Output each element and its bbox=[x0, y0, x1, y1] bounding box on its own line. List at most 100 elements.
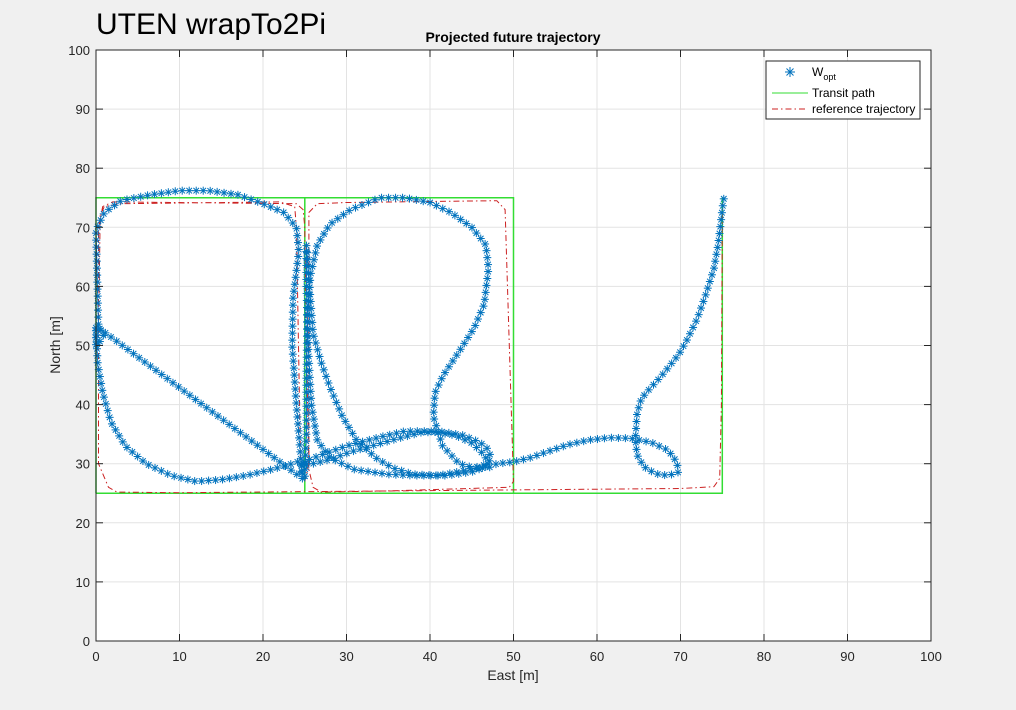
wopt-point bbox=[372, 454, 381, 463]
wopt-point bbox=[467, 327, 476, 336]
wopt-point bbox=[302, 241, 311, 250]
wopt-point bbox=[709, 264, 718, 273]
wopt-point bbox=[663, 364, 672, 373]
wopt-point bbox=[116, 197, 125, 206]
y-tick-label: 30 bbox=[76, 457, 90, 472]
wopt-point bbox=[667, 470, 676, 479]
legend-label-wopt: Wopt bbox=[812, 65, 836, 82]
wopt-point bbox=[539, 449, 548, 458]
wopt-point bbox=[292, 405, 301, 414]
wopt-point bbox=[288, 350, 297, 359]
wopt-point bbox=[302, 423, 311, 432]
wopt-point bbox=[631, 431, 640, 440]
wopt-point bbox=[289, 364, 298, 373]
wopt-point bbox=[670, 455, 679, 464]
wopt-point bbox=[607, 433, 616, 442]
wopt-point bbox=[183, 475, 192, 484]
wopt-point bbox=[292, 399, 301, 408]
wopt-point bbox=[647, 467, 656, 476]
wopt-point bbox=[247, 195, 256, 204]
wopt-point bbox=[289, 287, 298, 296]
wopt-point bbox=[170, 472, 179, 481]
wopt-point bbox=[118, 341, 127, 350]
wopt-point bbox=[308, 408, 317, 417]
wopt-point bbox=[104, 205, 113, 214]
wopt-point bbox=[246, 470, 255, 479]
wopt-point bbox=[307, 401, 316, 410]
wopt-point bbox=[667, 359, 676, 368]
wopt-point bbox=[168, 378, 177, 387]
wopt-point bbox=[483, 253, 492, 262]
wopt-point bbox=[289, 357, 298, 366]
wopt-point bbox=[190, 477, 199, 486]
wopt-point bbox=[369, 441, 378, 450]
legend-marker-wopt bbox=[785, 67, 795, 77]
wopt-point bbox=[648, 439, 657, 448]
wopt-point bbox=[225, 474, 234, 483]
wopt-point bbox=[292, 470, 301, 479]
wopt-point bbox=[441, 368, 450, 377]
wopt-point bbox=[438, 204, 447, 213]
wopt-point bbox=[288, 301, 297, 310]
wopt-point bbox=[230, 424, 239, 433]
wopt-point bbox=[328, 218, 337, 227]
wopt-point bbox=[171, 187, 180, 196]
wopt-point bbox=[432, 421, 441, 430]
wopt-point bbox=[303, 317, 312, 326]
wopt-point bbox=[258, 445, 267, 454]
wopt-point bbox=[357, 440, 366, 449]
wopt-point bbox=[174, 382, 183, 391]
wopt-point bbox=[633, 410, 642, 419]
wopt-point bbox=[546, 446, 555, 455]
x-tick-label: 50 bbox=[506, 649, 520, 664]
wopt-point bbox=[304, 262, 313, 271]
wopt-point bbox=[338, 443, 347, 452]
wopt-point bbox=[343, 462, 352, 471]
wopt-point bbox=[719, 194, 728, 203]
wopt-point bbox=[288, 322, 297, 331]
legend[interactable]: Wopt Transit path reference trajectory bbox=[765, 60, 921, 120]
wopt-point bbox=[290, 371, 299, 380]
wopt-point bbox=[403, 432, 412, 441]
wopt-point bbox=[288, 315, 297, 324]
wopt-point bbox=[253, 197, 262, 206]
wopt-point bbox=[99, 393, 108, 402]
wopt-point bbox=[177, 473, 186, 482]
wopt-point bbox=[316, 235, 325, 244]
wopt-point bbox=[430, 415, 439, 424]
wopt-point bbox=[144, 460, 153, 469]
wopt-point bbox=[532, 451, 541, 460]
wopt-point bbox=[471, 436, 480, 445]
wopt-point bbox=[112, 337, 121, 346]
wopt-point bbox=[204, 476, 213, 485]
wopt-point bbox=[289, 294, 298, 303]
wopt-point bbox=[430, 401, 439, 410]
wopt-point bbox=[213, 187, 222, 196]
wopt-point bbox=[107, 333, 116, 342]
wopt-point bbox=[293, 419, 302, 428]
wopt-point bbox=[384, 470, 393, 479]
wopt-point bbox=[711, 257, 720, 266]
wopt-point bbox=[452, 468, 461, 477]
wopt-point bbox=[98, 386, 107, 395]
wopt-point bbox=[482, 281, 491, 290]
wopt-point bbox=[637, 458, 646, 467]
wopt-point bbox=[323, 223, 332, 232]
wopt-point bbox=[451, 430, 460, 439]
wopt-point bbox=[288, 329, 297, 338]
wopt-point bbox=[713, 243, 722, 252]
wopt-point bbox=[614, 433, 623, 442]
wopt-point bbox=[305, 366, 314, 375]
y-tick-label: 90 bbox=[76, 102, 90, 117]
wopt-point bbox=[308, 325, 317, 334]
star-marker-icon bbox=[785, 67, 795, 77]
wopt-point bbox=[377, 193, 386, 202]
wopt-point bbox=[398, 193, 407, 202]
wopt-point bbox=[482, 246, 491, 255]
wopt-point bbox=[426, 198, 435, 207]
wopt-point bbox=[178, 186, 187, 195]
wopt-point bbox=[140, 357, 149, 366]
wopt-point bbox=[337, 459, 346, 468]
wopt-point bbox=[218, 475, 227, 484]
